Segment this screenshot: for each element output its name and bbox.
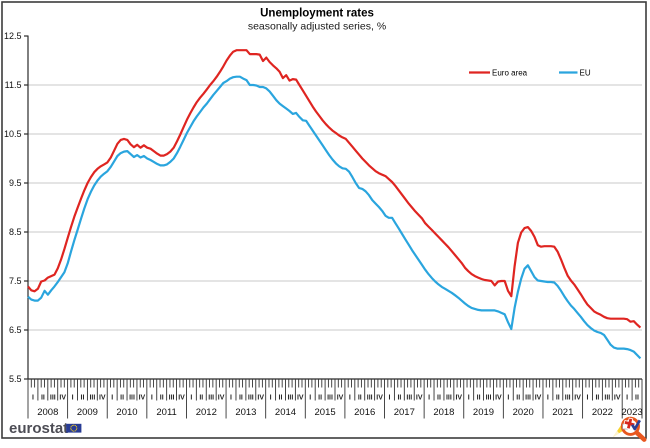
svg-text:III: III	[525, 395, 531, 402]
svg-text:6.5: 6.5	[9, 325, 22, 335]
svg-text:11.5: 11.5	[5, 80, 22, 90]
svg-text:2011: 2011	[156, 407, 176, 418]
svg-text:III: III	[287, 395, 293, 402]
svg-text:8.5: 8.5	[9, 227, 22, 237]
svg-text:I: I	[547, 395, 549, 402]
svg-text:IV: IV	[614, 395, 621, 402]
svg-text:II: II	[199, 395, 203, 402]
svg-text:IV: IV	[535, 395, 542, 402]
svg-text:IV: IV	[178, 395, 185, 402]
svg-text:III: III	[89, 395, 95, 402]
svg-text:III: III	[169, 395, 175, 402]
svg-text:2019: 2019	[473, 407, 494, 418]
svg-text:2020: 2020	[513, 407, 534, 418]
svg-text:5.5: 5.5	[9, 374, 22, 384]
svg-text:10.5: 10.5	[4, 129, 22, 139]
svg-text:2022: 2022	[592, 407, 613, 418]
svg-text:II: II	[516, 395, 520, 402]
svg-text:II: II	[595, 395, 599, 402]
svg-text:IV: IV	[257, 395, 264, 402]
svg-text:I: I	[587, 395, 589, 402]
svg-text:II: II	[477, 395, 481, 402]
svg-text:IV: IV	[574, 395, 581, 402]
svg-text:2023: 2023	[622, 407, 643, 418]
svg-text:12.5: 12.5	[4, 31, 22, 41]
svg-text:2010: 2010	[116, 407, 137, 418]
svg-text:I: I	[309, 395, 311, 402]
svg-text:eurostat: eurostat	[9, 420, 68, 437]
svg-text:IV: IV	[376, 395, 383, 402]
svg-text:III: III	[50, 395, 56, 402]
svg-text:seasonally adjusted series, %: seasonally adjusted series, %	[248, 21, 386, 33]
svg-text:II: II	[81, 395, 85, 402]
svg-text:I: I	[32, 395, 34, 402]
svg-text:EU: EU	[580, 69, 591, 78]
svg-text:2017: 2017	[394, 407, 415, 418]
svg-text:9.5: 9.5	[9, 178, 22, 188]
svg-text:III: III	[565, 395, 571, 402]
svg-text:II: II	[556, 395, 560, 402]
svg-text:III: III	[406, 395, 412, 402]
svg-text:III: III	[129, 395, 135, 402]
svg-text:IV: IV	[139, 395, 146, 402]
svg-text:2015: 2015	[315, 407, 336, 418]
svg-text:III: III	[604, 395, 610, 402]
svg-text:I: I	[626, 395, 628, 402]
svg-text:2013: 2013	[235, 407, 256, 418]
svg-text:IV: IV	[495, 395, 502, 402]
svg-text:I: I	[349, 395, 351, 402]
svg-text:2016: 2016	[354, 407, 375, 418]
svg-text:III: III	[446, 395, 452, 402]
svg-text:I: I	[111, 395, 113, 402]
svg-text:7.5: 7.5	[9, 276, 22, 286]
svg-text:II: II	[397, 395, 401, 402]
svg-text:II: II	[635, 395, 639, 402]
svg-text:2014: 2014	[275, 407, 296, 418]
svg-text:IV: IV	[99, 395, 106, 402]
svg-text:III: III	[486, 395, 492, 402]
svg-text:III: III	[208, 395, 214, 402]
svg-text:2021: 2021	[552, 407, 573, 418]
svg-text:Euro area: Euro area	[492, 69, 528, 78]
svg-text:Unemployment rates: Unemployment rates	[260, 8, 374, 20]
svg-text:2018: 2018	[433, 407, 454, 418]
svg-text:III: III	[327, 395, 333, 402]
svg-text:I: I	[72, 395, 74, 402]
svg-text:II: II	[160, 395, 164, 402]
svg-text:IV: IV	[297, 395, 304, 402]
svg-text:I: I	[270, 395, 272, 402]
svg-text:2008: 2008	[37, 407, 58, 418]
svg-text:II: II	[318, 395, 322, 402]
svg-text:I: I	[468, 395, 470, 402]
svg-text:II: II	[437, 395, 441, 402]
svg-text:III: III	[367, 395, 373, 402]
svg-text:I: I	[190, 395, 192, 402]
svg-text:I: I	[507, 395, 509, 402]
svg-text:II: II	[41, 395, 45, 402]
svg-text:IV: IV	[416, 395, 423, 402]
svg-text:IV: IV	[455, 395, 462, 402]
svg-text:III: III	[248, 395, 254, 402]
svg-text:IV: IV	[59, 395, 66, 402]
svg-text:II: II	[279, 395, 283, 402]
svg-text:I: I	[389, 395, 391, 402]
svg-text:IV: IV	[218, 395, 225, 402]
svg-text:2009: 2009	[77, 407, 98, 418]
svg-text:IV: IV	[337, 395, 344, 402]
svg-text:II: II	[239, 395, 243, 402]
svg-text:II: II	[358, 395, 362, 402]
svg-text:I: I	[230, 395, 232, 402]
svg-text:2012: 2012	[196, 407, 217, 418]
svg-text:II: II	[120, 395, 124, 402]
svg-text:I: I	[151, 395, 153, 402]
svg-text:I: I	[428, 395, 430, 402]
